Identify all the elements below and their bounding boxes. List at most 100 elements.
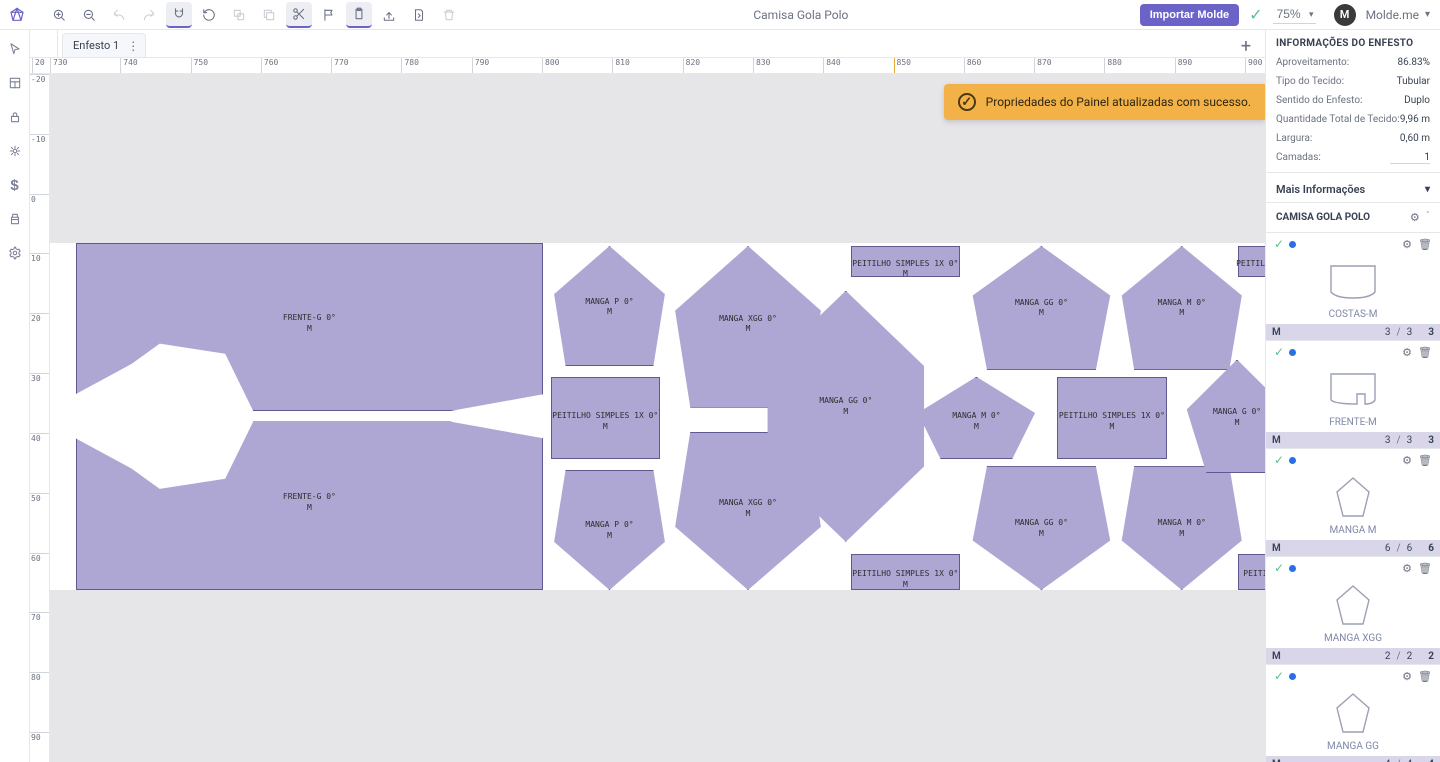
part-settings-icon[interactable]: ⚙	[1402, 238, 1412, 251]
avatar[interactable]: M	[1334, 4, 1356, 26]
magnet-icon[interactable]	[166, 2, 192, 28]
part-name: COSTAS-M	[1266, 309, 1440, 320]
part-counts: M3/33	[1266, 432, 1440, 448]
part-delete-icon[interactable]: 🗑	[1418, 454, 1432, 467]
part-thumb	[1266, 255, 1440, 307]
spark-icon[interactable]	[2, 138, 28, 164]
toast-check-icon: ✓	[958, 93, 976, 111]
part-settings-icon[interactable]: ⚙	[1402, 670, 1412, 683]
part-check-icon: ✓	[1274, 669, 1284, 683]
part-color-dot	[1289, 241, 1296, 248]
part-color-dot	[1289, 565, 1296, 572]
piece-label: MANGA XGG 0° M	[688, 498, 808, 519]
piece-label: MANGA GG 0° M	[981, 518, 1101, 539]
part-check-icon: ✓	[1274, 237, 1284, 251]
canvas[interactable]: ✓ Propriedades do Painel atualizadas com…	[50, 74, 1265, 762]
zoom-in-icon[interactable]	[46, 2, 72, 28]
piece-label: MANGA GG 0° M	[786, 396, 906, 417]
part-name: FRENTE-M	[1266, 417, 1440, 428]
part-card[interactable]: ✓ ⚙ 🗑 MANGA GG M4/44	[1266, 665, 1440, 762]
stage: Enfesto 1 ⋮ + 20730740750760770780790800…	[30, 30, 1265, 762]
info-title: INFORMAÇÕES DO ENFESTO	[1276, 38, 1430, 49]
piece-label: PEITILHO SIMPLES 1X 0° M	[1052, 411, 1172, 432]
cursor-icon[interactable]	[2, 36, 28, 62]
layout-icon[interactable]	[2, 70, 28, 96]
piece-label: MANGA G 0° M	[1177, 407, 1265, 428]
piece-label: PEITILHO SI	[1203, 259, 1265, 269]
part-counts: M6/66	[1266, 540, 1440, 556]
piece-label: PEITILHO SIMPLES 1X 0° M	[845, 259, 965, 280]
part-settings-icon[interactable]: ⚙	[1402, 454, 1412, 467]
part-counts: M4/44	[1266, 756, 1440, 762]
zoom-select[interactable]: 75%	[1273, 5, 1316, 24]
download-icon[interactable]	[406, 2, 432, 28]
part-card[interactable]: ✓⚙🗑COSTAS-MM3/33	[1266, 233, 1440, 341]
overlap-icon	[226, 2, 252, 28]
parts-settings-icon[interactable]: ⚙	[1410, 211, 1420, 224]
part-name: MANGA M	[1266, 525, 1440, 536]
part-thumb	[1266, 579, 1440, 631]
part-delete-icon[interactable]: 🗑	[1418, 562, 1432, 575]
import-button[interactable]: Importar Molde	[1140, 4, 1239, 26]
tab-label: Enfesto 1	[73, 39, 119, 52]
print-icon[interactable]	[2, 206, 28, 232]
info-row: Sentido do Enfesto:Duplo	[1276, 95, 1430, 106]
piece-label: MANGA XGG 0° M	[688, 314, 808, 335]
scissors-icon[interactable]	[286, 2, 312, 28]
piece-label: MANGA GG 0° M	[981, 298, 1101, 319]
parts-list: ✓⚙🗑COSTAS-MM3/33✓⚙🗑FRENTE-MM3/33✓⚙🗑MANGA…	[1266, 233, 1440, 762]
part-settings-icon[interactable]: ⚙	[1402, 562, 1412, 575]
part-color-dot	[1289, 349, 1296, 356]
part-counts: M2/22	[1266, 648, 1440, 664]
user-name[interactable]: Molde.me	[1366, 8, 1419, 22]
piece-label: PEITILHO	[1203, 569, 1265, 579]
ruler-left: -20-100102030405060708090	[30, 74, 50, 762]
part-card[interactable]: ✓ ⚙ 🗑 MANGA M M6/66	[1266, 449, 1440, 557]
part-thumb	[1266, 471, 1440, 523]
part-card[interactable]: ✓⚙🗑FRENTE-MM3/33	[1266, 341, 1440, 449]
ruler-top: 2073074075076077078079080081082083084085…	[30, 58, 1265, 74]
parts-collapse-icon[interactable]: ˆ	[1426, 211, 1430, 224]
tab-add-icon[interactable]: +	[1235, 35, 1257, 57]
part-color-dot	[1289, 457, 1296, 464]
info-row: Camadas:1	[1276, 152, 1430, 164]
part-delete-icon[interactable]: 🗑	[1418, 238, 1432, 251]
piece-label: MANGA M 0° M	[1122, 298, 1242, 319]
part-check-icon: ✓	[1274, 453, 1284, 467]
settings-icon[interactable]	[2, 240, 28, 266]
part-settings-icon[interactable]: ⚙	[1402, 346, 1412, 359]
undo-icon	[106, 2, 132, 28]
info-row: Largura:0,60 m	[1276, 133, 1430, 144]
cost-icon[interactable]: $	[2, 172, 28, 198]
info-row: Tipo do Tecido:Tubular	[1276, 76, 1430, 87]
zoom-out-icon[interactable]	[76, 2, 102, 28]
document-title: Camisa Gola Polo	[753, 8, 848, 22]
part-delete-icon[interactable]: 🗑	[1418, 346, 1432, 359]
export-icon[interactable]	[376, 2, 402, 28]
info-section: INFORMAÇÕES DO ENFESTO Aproveitamento:86…	[1266, 30, 1440, 173]
duplicate-icon	[256, 2, 282, 28]
part-card[interactable]: ✓⚙🗑MANGA XGGM2/22	[1266, 557, 1440, 665]
clipboard-icon[interactable]	[346, 2, 372, 28]
part-thumb	[1266, 687, 1440, 739]
refresh-icon[interactable]	[196, 2, 222, 28]
side-panel: INFORMAÇÕES DO ENFESTO Aproveitamento:86…	[1265, 30, 1440, 762]
user-menu-chevron-icon[interactable]: ▾	[1425, 9, 1430, 20]
flag-icon[interactable]	[316, 2, 342, 28]
piece-label: PEITILHO SIMPLES 1X 0° M	[845, 569, 965, 590]
part-delete-icon[interactable]: 🗑	[1418, 670, 1432, 683]
piece-label: FRENTE-G 0° M	[249, 313, 369, 334]
tab-menu-icon[interactable]: ⋮	[127, 39, 139, 53]
more-info-toggle[interactable]: Mais Informações ▾	[1276, 183, 1430, 196]
part-name: MANGA GG	[1266, 741, 1440, 752]
redo-icon	[136, 2, 162, 28]
lock-icon[interactable]	[2, 104, 28, 130]
part-check-icon: ✓	[1274, 561, 1284, 575]
part-color-dot	[1289, 673, 1296, 680]
tab-enfesto[interactable]: Enfesto 1 ⋮	[62, 33, 146, 57]
part-thumb	[1266, 363, 1440, 415]
chevron-down-icon: ▾	[1425, 184, 1430, 195]
topbar: Camisa Gola Polo Importar Molde ✓ 75% M …	[0, 0, 1440, 30]
toast: ✓ Propriedades do Painel atualizadas com…	[944, 84, 1265, 120]
trash-icon	[436, 2, 462, 28]
